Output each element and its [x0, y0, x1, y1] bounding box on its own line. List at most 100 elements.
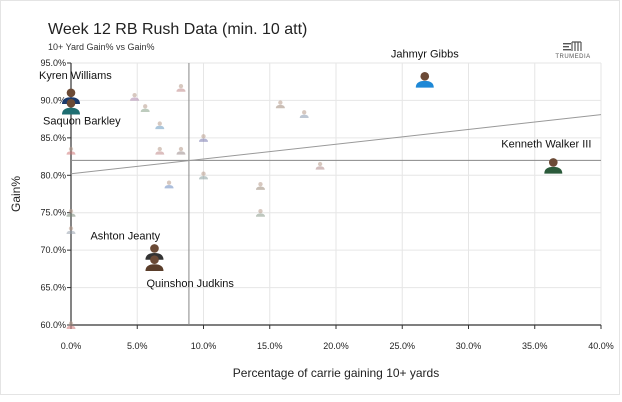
player-label: Quinshon Judkins [146, 278, 234, 290]
player-marker[interactable] [176, 83, 186, 92]
headshot-jersey [145, 264, 164, 271]
headshot-jersey [255, 186, 265, 190]
headshot-jersey [130, 97, 140, 101]
y-tick-label: 65.0% [40, 283, 66, 293]
player-marker[interactable] [164, 180, 174, 189]
y-tick-label: 95.0% [40, 58, 66, 68]
player-marker[interactable] [140, 104, 150, 112]
headshot-jersey [315, 166, 325, 170]
y-tick-label: 70.0% [40, 245, 66, 255]
highlighted-player-marker[interactable] [62, 98, 80, 115]
player-marker[interactable] [155, 121, 165, 130]
player-marker[interactable] [199, 134, 208, 142]
headshot-head [150, 244, 159, 253]
headshot-jersey [62, 107, 80, 115]
player-marker[interactable] [66, 146, 76, 155]
player-marker[interactable] [255, 182, 265, 190]
headshot-head [302, 110, 307, 115]
player-label: Jahmyr Gibbs [391, 48, 459, 60]
player-label: Kyren Williams [39, 70, 112, 82]
x-tick-label: 35.0% [522, 341, 548, 351]
headshot-head [178, 83, 184, 89]
y-axis-label: Gain% [9, 176, 23, 212]
headshot-head [258, 208, 263, 214]
y-tick-label: 90.0% [40, 95, 66, 105]
player-marker[interactable] [66, 226, 76, 234]
headshot-head [68, 146, 74, 152]
headshot-jersey [155, 125, 165, 130]
player-marker[interactable] [299, 110, 309, 118]
headshot-head [66, 98, 76, 108]
headshot-jersey [299, 114, 309, 118]
headshot-jersey [176, 151, 186, 155]
headshot-jersey [66, 213, 76, 217]
headshot-head [150, 255, 159, 265]
chart-card: Week 12 RB Rush Data (min. 10 att) 10+ Y… [0, 0, 620, 395]
headshot-jersey [544, 166, 563, 174]
headshot-jersey [155, 151, 165, 155]
x-tick-label: 15.0% [257, 341, 283, 351]
headshot-head [420, 71, 430, 81]
headshot-head [157, 121, 162, 126]
player-marker[interactable] [199, 171, 208, 180]
headshot-jersey [66, 151, 76, 155]
headshot-head [201, 134, 206, 139]
trumedia-logo: TRUMEDIA [555, 41, 591, 60]
headshot-head [143, 104, 148, 109]
x-axis-label: Percentage of carrie gaining 10+ yards [233, 366, 439, 380]
player-label: Ashton Jeanty [90, 231, 160, 243]
chart-title: Week 12 RB Rush Data (min. 10 att) [48, 21, 308, 38]
y-tick-label: 80.0% [40, 170, 66, 180]
y-tick-label: 85.0% [40, 133, 66, 143]
headshot-jersey [255, 213, 265, 217]
headshot-jersey [66, 230, 76, 234]
highlighted-player-marker[interactable] [145, 255, 164, 271]
x-tick-label: 20.0% [323, 341, 349, 351]
player-marker[interactable] [315, 161, 325, 170]
player-marker[interactable] [66, 321, 76, 330]
headshot-head [548, 158, 558, 167]
player-marker[interactable] [176, 146, 186, 155]
highlighted-player-marker[interactable] [544, 158, 563, 174]
x-tick-label: 30.0% [456, 341, 482, 351]
x-tick-label: 25.0% [389, 341, 415, 351]
player-marker[interactable] [155, 146, 165, 155]
chart-subtitle: 10+ Yard Gain% vs Gain% [48, 42, 155, 52]
x-tick-label: 0.0% [61, 341, 82, 351]
trumedia-logo-icon [563, 41, 582, 51]
headshot-head [68, 226, 74, 231]
headshot-jersey [164, 184, 174, 189]
headshot-head [258, 182, 263, 187]
player-marker[interactable] [275, 100, 285, 109]
trumedia-logo-text: TRUMEDIA [555, 54, 591, 60]
headshot-head [178, 146, 184, 152]
headshot-head [132, 92, 137, 98]
trend-line [70, 114, 602, 175]
y-tick-label: 75.0% [40, 208, 66, 218]
headshot-jersey [199, 175, 208, 180]
headshot-head [166, 180, 172, 185]
x-tick-label: 10.0% [191, 341, 217, 351]
player-marker[interactable] [130, 92, 140, 101]
player-label: Kenneth Walker III [501, 139, 591, 151]
headshot-jersey [275, 104, 285, 109]
headshot-head [68, 208, 74, 214]
y-tick-label: 60.0% [40, 320, 66, 330]
x-tick-label: 40.0% [588, 341, 614, 351]
player-label: Saquon Barkley [43, 115, 121, 127]
headshot-head [68, 321, 74, 326]
headshot-jersey [415, 80, 434, 88]
x-tick-label: 5.0% [127, 341, 148, 351]
headshot-head [317, 161, 323, 167]
player-marker[interactable] [255, 208, 265, 217]
player-marker[interactable] [66, 208, 76, 217]
headshot-jersey [199, 138, 208, 142]
headshot-head [66, 88, 76, 98]
headshot-jersey [140, 108, 150, 112]
headshot-head [201, 171, 206, 176]
highlighted-player-marker[interactable] [415, 71, 434, 88]
headshot-jersey [176, 88, 186, 92]
headshot-head [278, 100, 283, 105]
headshot-jersey [66, 325, 76, 330]
